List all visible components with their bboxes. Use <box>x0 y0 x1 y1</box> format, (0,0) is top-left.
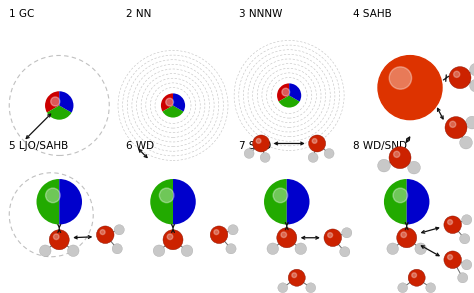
Circle shape <box>100 230 105 235</box>
Circle shape <box>181 245 193 257</box>
Circle shape <box>470 63 474 76</box>
Circle shape <box>159 188 174 203</box>
Circle shape <box>465 116 474 129</box>
Circle shape <box>214 230 219 235</box>
Wedge shape <box>45 91 59 113</box>
Wedge shape <box>264 179 287 224</box>
Circle shape <box>308 153 318 162</box>
Text: 5 LJO/SAHB: 5 LJO/SAHB <box>9 141 69 151</box>
Circle shape <box>295 243 307 255</box>
Circle shape <box>415 243 427 255</box>
Circle shape <box>277 228 297 248</box>
Circle shape <box>340 247 350 257</box>
Circle shape <box>46 188 60 203</box>
Circle shape <box>447 255 453 260</box>
Circle shape <box>39 245 51 257</box>
Circle shape <box>292 273 297 277</box>
Circle shape <box>444 251 462 269</box>
Circle shape <box>54 234 59 240</box>
Circle shape <box>393 151 400 157</box>
Circle shape <box>267 243 279 255</box>
Circle shape <box>278 283 288 293</box>
Circle shape <box>342 228 352 238</box>
Wedge shape <box>287 179 310 224</box>
Circle shape <box>306 283 316 293</box>
Text: 3 NNNW: 3 NNNW <box>239 9 283 19</box>
Wedge shape <box>289 84 301 101</box>
Wedge shape <box>173 179 196 224</box>
Wedge shape <box>384 179 407 224</box>
Circle shape <box>210 226 228 243</box>
Circle shape <box>470 79 474 92</box>
Text: 4 SAHB: 4 SAHB <box>353 9 392 19</box>
Wedge shape <box>279 96 300 108</box>
Wedge shape <box>59 91 73 113</box>
Text: 1 GC: 1 GC <box>9 9 35 19</box>
Circle shape <box>408 161 420 174</box>
Wedge shape <box>277 84 289 101</box>
Circle shape <box>401 232 407 238</box>
Circle shape <box>309 135 326 152</box>
Circle shape <box>460 136 473 149</box>
Circle shape <box>462 215 472 225</box>
Circle shape <box>408 269 425 286</box>
Circle shape <box>324 149 334 159</box>
Wedge shape <box>150 179 173 224</box>
Circle shape <box>281 232 287 238</box>
Wedge shape <box>47 105 72 120</box>
Text: 6 WD: 6 WD <box>126 141 154 151</box>
Wedge shape <box>173 93 185 112</box>
Circle shape <box>393 188 408 203</box>
Wedge shape <box>36 179 59 224</box>
Circle shape <box>273 188 288 203</box>
Text: 7 SND: 7 SND <box>239 141 272 151</box>
Circle shape <box>389 67 411 89</box>
Circle shape <box>114 225 124 235</box>
Circle shape <box>412 273 417 277</box>
Wedge shape <box>407 179 429 224</box>
Circle shape <box>378 56 442 120</box>
Circle shape <box>256 139 261 143</box>
Circle shape <box>324 229 342 246</box>
Circle shape <box>328 233 333 238</box>
Circle shape <box>449 67 471 88</box>
Circle shape <box>96 226 114 243</box>
Circle shape <box>51 97 60 106</box>
Circle shape <box>166 98 173 106</box>
Circle shape <box>450 121 456 127</box>
Circle shape <box>163 230 183 250</box>
Circle shape <box>454 71 460 77</box>
Circle shape <box>462 260 472 270</box>
Circle shape <box>387 243 399 255</box>
Circle shape <box>226 244 236 254</box>
Circle shape <box>457 273 468 283</box>
Wedge shape <box>59 179 82 224</box>
Circle shape <box>67 245 79 257</box>
Circle shape <box>153 245 165 257</box>
Circle shape <box>288 269 305 286</box>
Wedge shape <box>161 93 173 112</box>
Circle shape <box>244 149 254 159</box>
Wedge shape <box>163 105 183 117</box>
Circle shape <box>282 88 290 96</box>
Text: 2 NN: 2 NN <box>126 9 151 19</box>
Circle shape <box>389 146 411 168</box>
Circle shape <box>260 153 270 162</box>
Circle shape <box>228 225 238 235</box>
Circle shape <box>112 244 122 254</box>
Circle shape <box>378 159 391 172</box>
Circle shape <box>445 117 467 139</box>
Circle shape <box>312 139 317 143</box>
Circle shape <box>397 228 417 248</box>
Circle shape <box>398 283 408 293</box>
Circle shape <box>444 216 462 234</box>
Circle shape <box>460 234 470 244</box>
Text: 8 WD/SND: 8 WD/SND <box>353 141 407 151</box>
Circle shape <box>49 230 69 250</box>
Circle shape <box>253 135 270 152</box>
Circle shape <box>426 283 436 293</box>
Circle shape <box>447 220 453 224</box>
Circle shape <box>167 234 173 240</box>
